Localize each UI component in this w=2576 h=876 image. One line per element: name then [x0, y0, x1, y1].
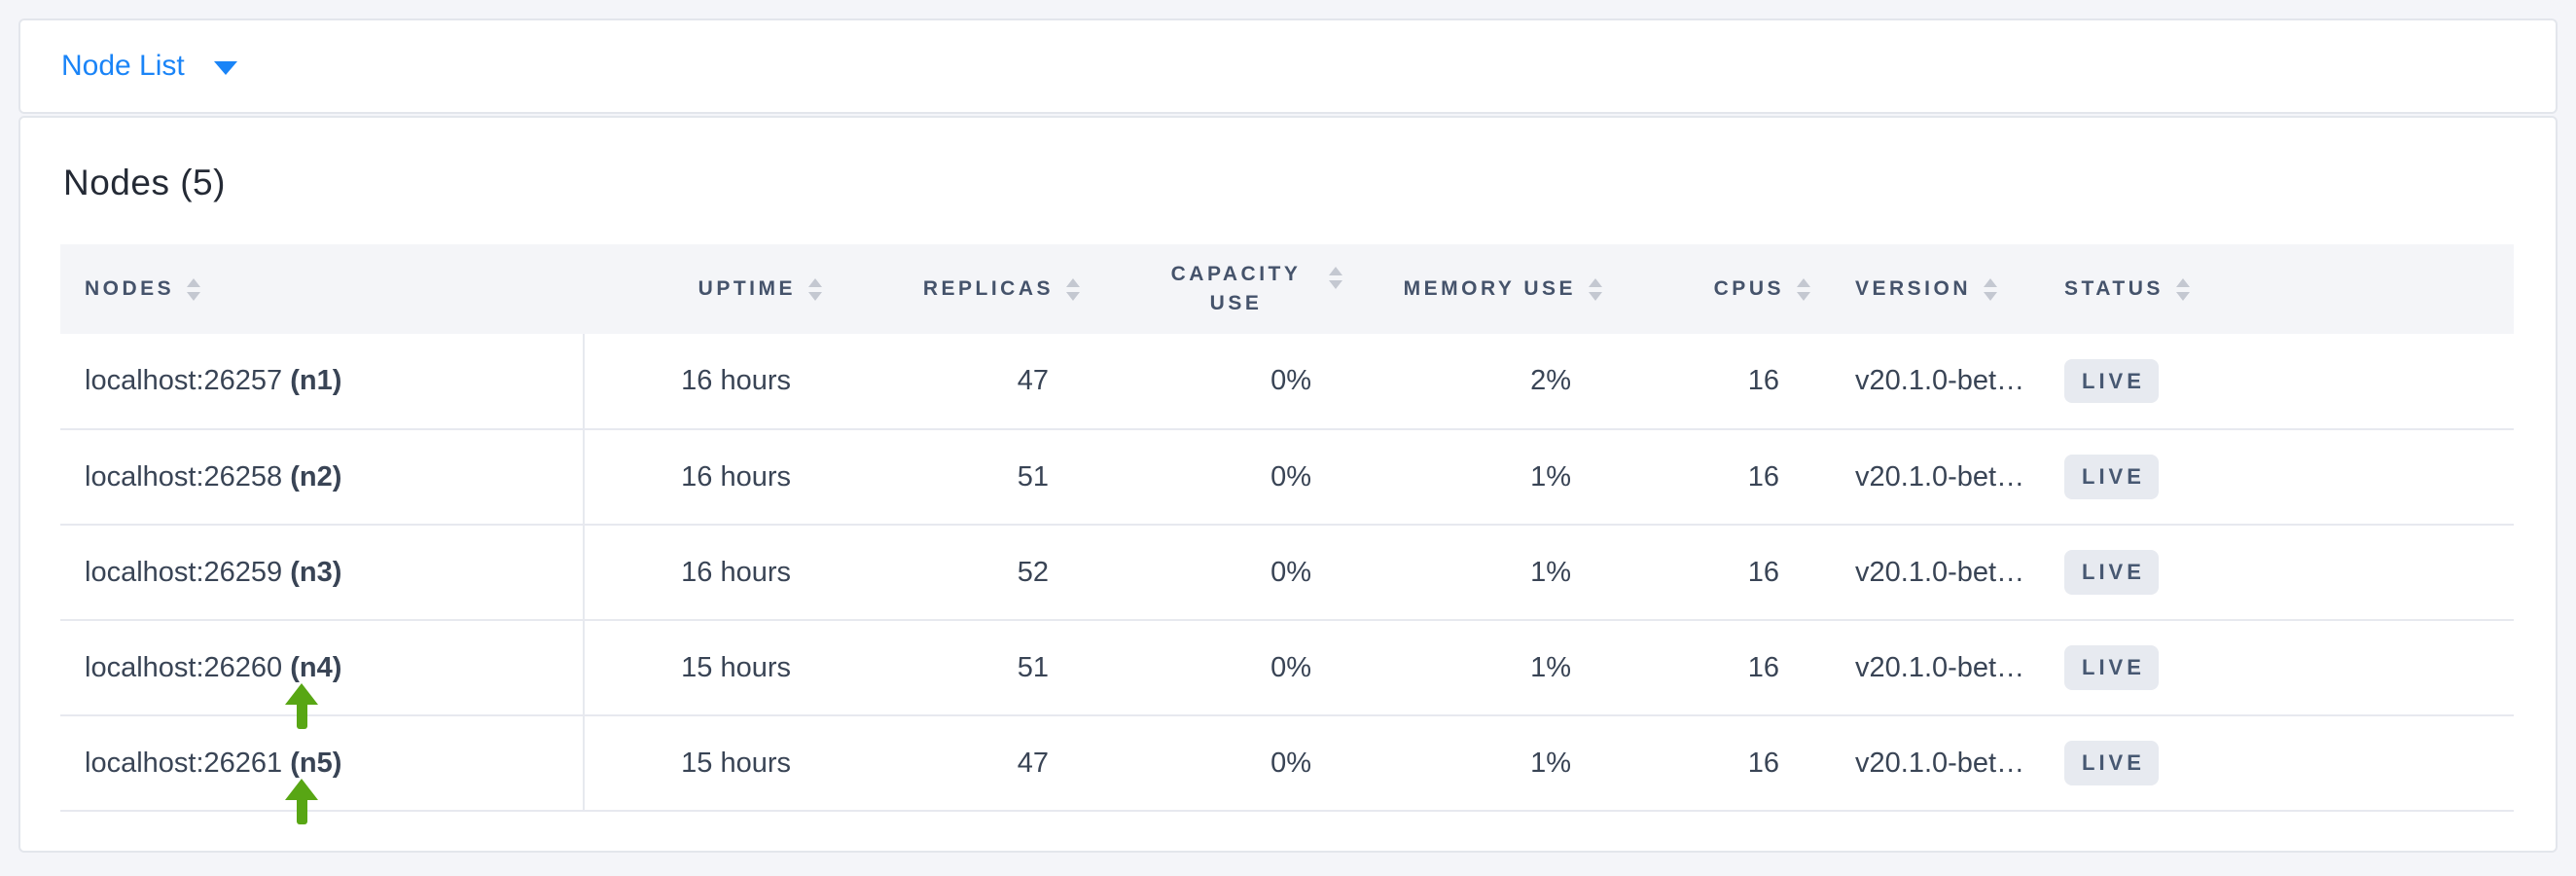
replicas-cell: 47 [851, 334, 1109, 430]
node-address-cell: localhost:26260 (n4) [60, 620, 585, 729]
cpus-cell: 16 [1631, 334, 1840, 430]
table-row: localhost:26260 (n4) 15 hours 51 0% 1% 1… [60, 620, 2514, 729]
replicas-cell: 51 [851, 620, 1109, 716]
node-list-dropdown[interactable]: Node List [61, 50, 237, 83]
table-row: localhost:26257 (n1) 16 hours 47 0% 2% 1… [60, 334, 2514, 430]
column-header-status[interactable]: STATUS [2053, 244, 2514, 334]
capacity-use-cell: 0% [1109, 525, 1372, 621]
table-row: localhost:26261 (n5) 15 hours 47 0% 1% 1… [60, 715, 2514, 824]
status-cell: LIVE [2053, 620, 2514, 716]
cpus-cell: 16 [1631, 429, 1840, 526]
status-cell: LIVE [2053, 429, 2514, 526]
sort-icon[interactable] [1797, 277, 1810, 301]
replicas-cell: 47 [851, 715, 1109, 812]
status-cell: LIVE [2053, 525, 2514, 621]
version-cell: v20.1.0-bet… [1840, 525, 2053, 621]
cpus-cell: 16 [1631, 715, 1840, 812]
capacity-use-cell: 0% [1109, 620, 1372, 716]
replicas-cell: 51 [851, 429, 1109, 526]
memory-use-cell: 1% [1372, 525, 1631, 621]
node-list-table: NODES UPTIME REPLICAS CAPACITY USE MEMOR… [60, 244, 2514, 824]
uptime-cell: 15 hours [584, 620, 851, 716]
node-address-cell: localhost:26257 (n1) [60, 334, 585, 430]
memory-use-cell: 1% [1372, 620, 1631, 716]
version-cell: v20.1.0-bet… [1840, 429, 2053, 526]
node-id: (n4) [290, 651, 342, 683]
memory-use-cell: 1% [1372, 715, 1631, 812]
node-id: (n5) [290, 747, 342, 779]
sort-icon[interactable] [1589, 277, 1602, 301]
uptime-cell: 15 hours [584, 715, 851, 812]
uptime-cell: 16 hours [584, 334, 851, 430]
sort-icon[interactable] [1984, 277, 1998, 301]
highlight-arrow-icon [285, 779, 318, 824]
cpus-cell: 16 [1631, 620, 1840, 716]
status-cell: LIVE [2053, 334, 2514, 430]
sort-icon[interactable] [2175, 277, 2190, 301]
status-badge: LIVE [2064, 741, 2159, 785]
column-header-capacity-use[interactable]: CAPACITY USE [1109, 244, 1372, 334]
table-header-row: NODES UPTIME REPLICAS CAPACITY USE MEMOR… [60, 244, 2514, 334]
capacity-use-cell: 0% [1109, 715, 1372, 812]
status-badge: LIVE [2064, 645, 2159, 690]
capacity-use-cell: 0% [1109, 334, 1372, 430]
column-header-memory-use[interactable]: MEMORY USE [1372, 244, 1631, 334]
column-header-nodes[interactable]: NODES [60, 244, 584, 334]
version-cell: v20.1.0-bet… [1840, 715, 2053, 812]
node-id: (n3) [290, 556, 342, 588]
node-id: (n2) [290, 460, 342, 493]
node-address-cell: localhost:26258 (n2) [60, 429, 585, 526]
column-header-uptime[interactable]: UPTIME [584, 244, 851, 334]
chevron-down-icon [213, 61, 237, 75]
status-badge: LIVE [2064, 358, 2159, 404]
status-badge: LIVE [2064, 550, 2159, 595]
capacity-use-cell: 0% [1109, 429, 1372, 526]
sort-icon[interactable] [1066, 277, 1080, 301]
status-cell: LIVE [2053, 715, 2514, 812]
node-id: (n1) [290, 365, 342, 396]
cpus-cell: 16 [1631, 525, 1840, 621]
uptime-cell: 16 hours [584, 525, 851, 621]
version-cell: v20.1.0-bet… [1840, 334, 2053, 430]
table-row: localhost:26259 (n3) 16 hours 52 0% 1% 1… [60, 525, 2514, 621]
view-selector-bar: Node List [18, 18, 2558, 114]
page-title: Nodes (5) [63, 163, 226, 202]
nodes-panel: Nodes (5) NODES UPTIME REPLICAS CAPACITY… [18, 116, 2558, 853]
memory-use-cell: 2% [1372, 334, 1631, 430]
node-address-cell: localhost:26261 (n5) [60, 715, 585, 824]
sort-icon[interactable] [808, 277, 822, 301]
column-header-replicas[interactable]: REPLICAS [851, 244, 1109, 334]
node-list-dropdown-label: Node List [61, 50, 185, 82]
column-header-cpus[interactable]: CPUS [1631, 244, 1840, 334]
version-cell: v20.1.0-bet… [1840, 620, 2053, 716]
node-address-cell: localhost:26259 (n3) [60, 525, 585, 621]
column-header-version[interactable]: VERSION [1840, 244, 2053, 334]
table-row: localhost:26258 (n2) 16 hours 51 0% 1% 1… [60, 429, 2514, 526]
memory-use-cell: 1% [1372, 429, 1631, 526]
sort-icon[interactable] [1329, 266, 1342, 289]
uptime-cell: 16 hours [584, 429, 851, 526]
replicas-cell: 52 [851, 525, 1109, 621]
sort-icon[interactable] [187, 277, 201, 301]
status-badge: LIVE [2064, 455, 2159, 499]
